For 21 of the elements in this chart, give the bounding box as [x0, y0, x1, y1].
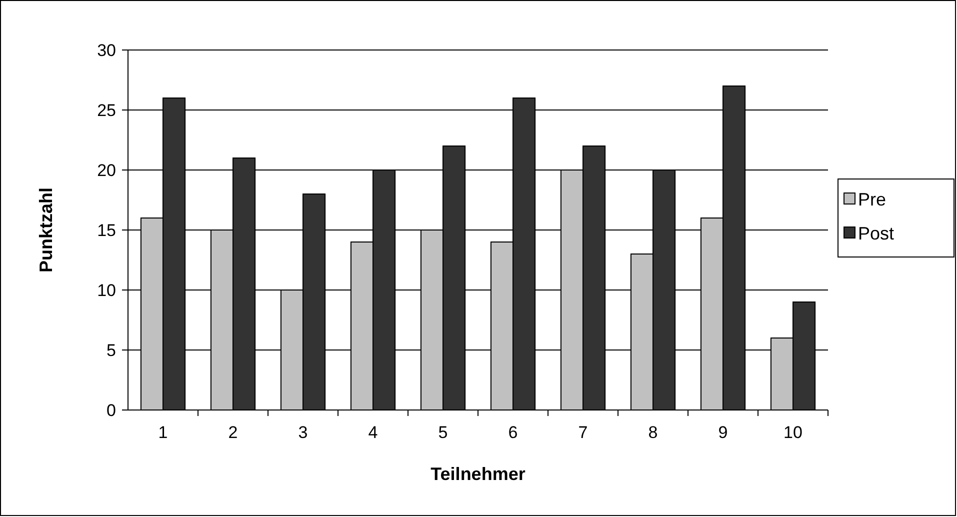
x-tick-label: 5	[438, 423, 448, 442]
x-tick-label: 10	[784, 423, 802, 442]
x-tick-label: 1	[158, 423, 168, 442]
x-tick-label: 4	[368, 423, 378, 442]
y-tick-label: 30	[97, 40, 116, 60]
x-tick-label: 6	[508, 423, 518, 442]
y-tick-label: 5	[106, 340, 116, 360]
legend-label: Pre	[858, 189, 886, 210]
legend-label: Post	[858, 223, 894, 244]
y-tick-label: 20	[97, 160, 116, 180]
y-tick-label: 0	[106, 400, 116, 420]
y-tick-label: 15	[97, 220, 116, 240]
y-tick-label: 25	[97, 100, 116, 120]
x-tick-label: 2	[228, 423, 238, 442]
x-tick-label: 8	[648, 423, 658, 442]
y-axis-title: Punktzahl	[36, 187, 56, 273]
x-tick-label: 3	[298, 423, 308, 442]
x-axis-title: Teilnehmer	[430, 464, 526, 484]
y-tick-label: 10	[97, 280, 116, 300]
x-tick-label: 7	[578, 423, 588, 442]
x-tick-label: 9	[718, 423, 728, 442]
